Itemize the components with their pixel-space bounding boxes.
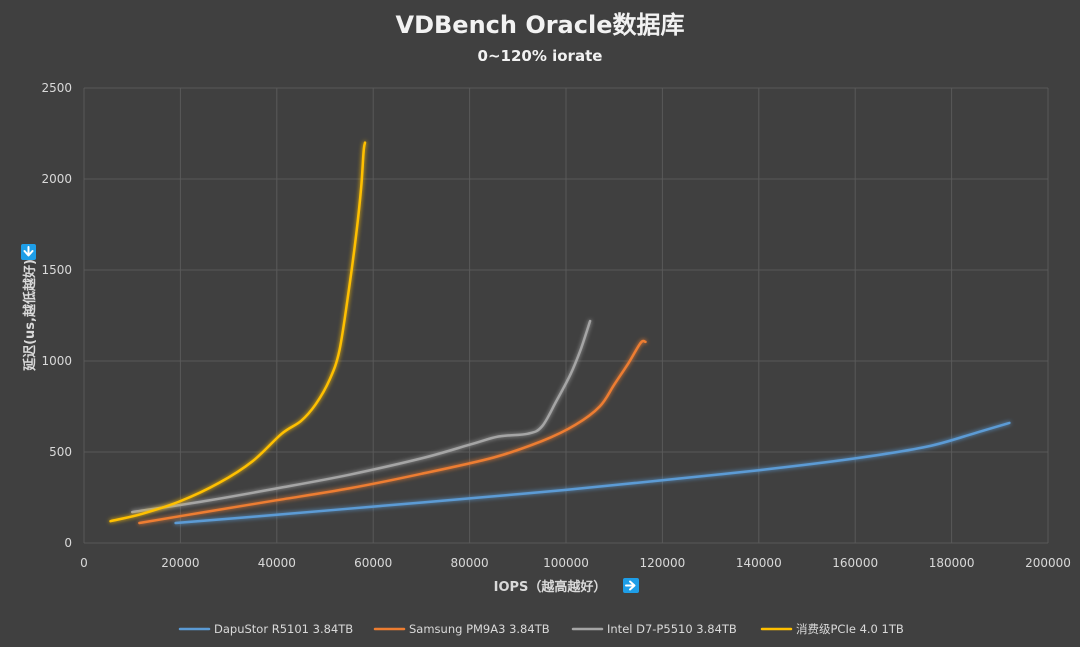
y-axis-label: 延迟(us,越低越好) [22,259,38,372]
y-tick-label: 2500 [41,81,72,95]
x-tick-label: 60000 [354,556,392,570]
x-tick-label: 160000 [832,556,878,570]
legend-item-3: Intel D7-P5510 3.84TB [571,622,737,636]
series-line-4 [109,141,367,523]
x-tick-label: 40000 [258,556,296,570]
legend-label: DapuStor R5101 3.84TB [214,622,353,636]
x-axis-label: IOPS（越高越好） [494,579,607,595]
x-tick-label: 140000 [736,556,782,570]
legend-label: Samsung PM9A3 3.84TB [409,622,550,636]
arrow-down-icon [21,244,36,260]
series-line-1 [174,421,1011,525]
legend-item-1: DapuStor R5101 3.84TB [178,622,353,636]
y-tick-label: 1000 [41,354,72,368]
y-tick-label: 2000 [41,172,72,186]
x-tick-label: 100000 [543,556,589,570]
series-line-3 [130,319,592,514]
y-tick-label: 500 [49,445,72,459]
x-tick-label: 20000 [161,556,199,570]
x-tick-label: 180000 [929,556,975,570]
legend: DapuStor R5101 3.84TB Samsung PM9A3 3.84T… [178,622,904,636]
x-tick-label: 120000 [639,556,685,570]
x-tick-label: 200000 [1025,556,1071,570]
legend-item-2: Samsung PM9A3 3.84TB [373,622,550,636]
x-tick-label: 0 [80,556,88,570]
series-line-2 [138,339,647,525]
x-tick-label: 80000 [451,556,489,570]
chart-subtitle: 0~120% iorate [478,47,603,65]
legend-item-4: 消费级PCIe 4.0 1TB [760,622,904,636]
y-tick-label: 0 [64,536,72,550]
series-lines [109,141,1011,525]
legend-label: Intel D7-P5510 3.84TB [607,622,737,636]
chart-title: VDBench Oracle数据库 [396,11,685,39]
arrow-right-icon [623,578,639,593]
y-tick-label: 1500 [41,263,72,277]
legend-label: 消费级PCIe 4.0 1TB [796,622,904,636]
gridlines [83,87,1049,544]
x-axis-ticks: 0 20000 40000 60000 80000 100000 120000 140000 1… [80,556,1071,570]
y-axis-ticks: 0 500 1000 1500 2000 2500 [41,81,72,550]
